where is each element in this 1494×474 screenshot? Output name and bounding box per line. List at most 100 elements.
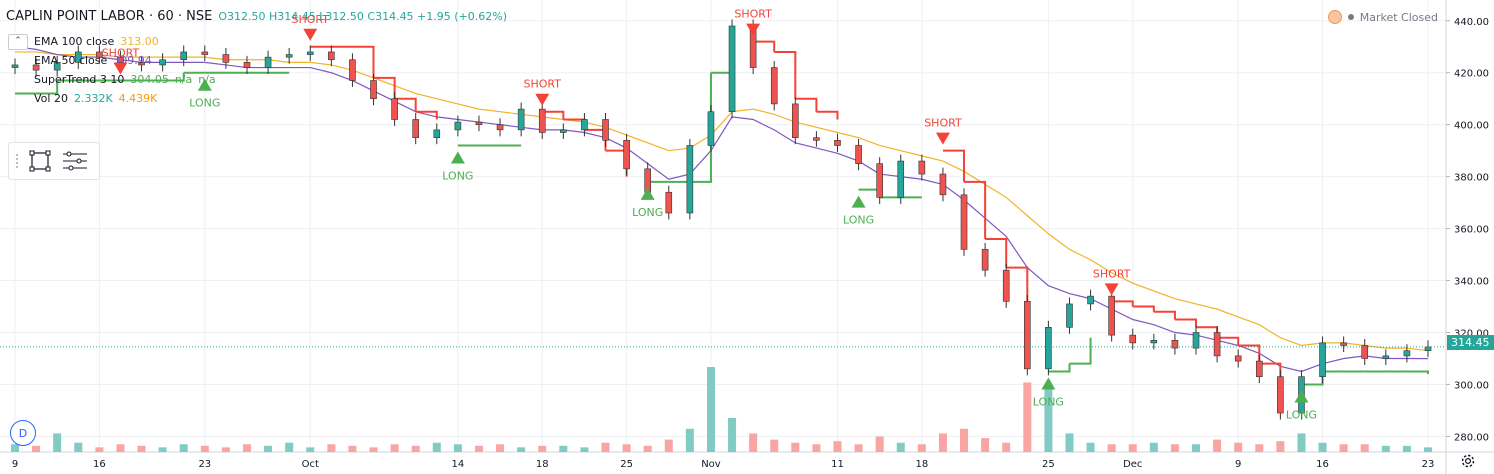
candle-body (1045, 327, 1052, 370)
candle-body (1403, 350, 1411, 357)
legend-ema50[interactable]: EMA 50 close 309.94 (8, 51, 216, 70)
candle-body (1361, 345, 1369, 359)
short-triangle (113, 62, 128, 75)
candle-body (328, 51, 335, 61)
candle-body (264, 56, 272, 68)
candle-body (581, 119, 588, 131)
volume-bar (960, 428, 969, 452)
volume-bar (981, 438, 990, 452)
candle-body (138, 62, 145, 66)
market-status-label: Market Closed (1359, 10, 1438, 24)
volume-bar (158, 447, 167, 452)
candle-body (707, 111, 715, 146)
candle-body (1424, 346, 1432, 351)
candle-body (159, 59, 166, 66)
ohlc-readout: O312.50 H314.45 L312.50 C314.45 +1.95 (+… (218, 10, 508, 23)
supertrend-segment (774, 50, 797, 99)
supertrend-line (15, 36, 1429, 386)
candle-body (560, 129, 567, 133)
volume-bar (1424, 447, 1432, 452)
symbol-title[interactable]: CAPLIN POINT LABOR · 60 · NSE (6, 9, 213, 24)
gear-icon[interactable] (1459, 452, 1477, 470)
time-tick-label: 14 (452, 459, 465, 470)
short-label: SHORT (1093, 267, 1131, 280)
supertrend-segment (1406, 370, 1429, 374)
volume-bar (1381, 445, 1390, 452)
legend-volume[interactable]: Vol 20 2.332K 4.439K (8, 89, 216, 108)
collapse-icon[interactable]: ⌃ (8, 33, 28, 50)
candle-body (939, 173, 947, 196)
volume-bar (1213, 439, 1222, 452)
legend-supertrend-value: 304.05 (130, 73, 169, 86)
volume-bar (1023, 382, 1032, 452)
volume-bar (1002, 442, 1011, 452)
volume-bar (264, 445, 273, 452)
price-tick-label: 420.00 (1454, 69, 1489, 80)
volume-bar (179, 444, 188, 452)
long-triangle (851, 195, 866, 208)
candle-body (517, 108, 525, 131)
time-tick-label: 23 (198, 459, 211, 470)
volume-bar (1065, 433, 1074, 452)
volume-bar (1128, 444, 1137, 452)
volume-bar (685, 428, 694, 452)
price-tick-label: 380.00 (1454, 173, 1489, 184)
volume-bar (1149, 442, 1158, 452)
candle-body (1129, 334, 1137, 344)
volume-bar (221, 447, 230, 452)
legend-volume-value: 2.332K (73, 92, 113, 105)
volume-bar (833, 441, 842, 452)
candle-body (686, 145, 694, 214)
supertrend-segment (1111, 300, 1134, 307)
candle-body (623, 139, 630, 170)
volume-bar (348, 445, 357, 452)
supertrend-segment (1217, 336, 1240, 346)
short-triangle (935, 132, 950, 145)
candle-body (1234, 355, 1242, 362)
candle-body (1382, 355, 1390, 359)
candle-body (876, 163, 883, 198)
time-axis[interactable]: 9 16 23 Oct 14 18 25 Nov 11 18 25 Dec 9 16 23 (12, 459, 1435, 470)
settings-lines-icon[interactable] (61, 150, 89, 172)
supertrend-segment (753, 40, 776, 52)
drag-handle-icon[interactable] (15, 153, 19, 169)
supertrend-segment (1069, 337, 1092, 365)
time-tick-label: 9 (12, 459, 18, 470)
candle-body (201, 51, 209, 55)
drawing-toolbox[interactable] (8, 142, 100, 180)
candle-body (285, 54, 293, 58)
volume-bar (896, 442, 905, 452)
rectangle-tool-icon[interactable] (29, 150, 51, 172)
volume-bar (369, 447, 378, 452)
volume-bar (496, 444, 505, 452)
long-triangle (450, 151, 465, 164)
last-price-badge: 314.45 (1447, 335, 1494, 350)
time-tick-label: 16 (1316, 459, 1329, 470)
supertrend-segment (942, 149, 966, 182)
legend-ema50-value: 309.94 (113, 54, 152, 67)
volume-bar (812, 444, 821, 452)
legend-supertrend[interactable]: SuperTrend 3 10 304.05 n/a n/a (8, 70, 216, 89)
candle-body (1171, 339, 1179, 349)
candle-body (306, 51, 314, 55)
price-tick-label: 300.00 (1454, 380, 1489, 391)
ema100-path (15, 51, 1429, 352)
supertrend-segment (415, 110, 438, 120)
volume-bar (1234, 442, 1243, 452)
volume-bar (622, 444, 631, 452)
candle-body (538, 108, 546, 133)
volume-bar (917, 444, 926, 452)
legend-ema100[interactable]: ⌃ EMA 100 close 313.00 (8, 32, 216, 51)
candle-body (243, 62, 251, 68)
supertrend-segment (1174, 318, 1198, 328)
candle-body (1277, 376, 1284, 414)
period-button[interactable]: D (10, 420, 36, 446)
short-label: SHORT (734, 8, 772, 21)
candle-body (1255, 360, 1263, 377)
ema100-line (15, 51, 1429, 352)
candle-body (813, 137, 820, 141)
volume-bar (1276, 441, 1285, 452)
price-axis[interactable]: 280.00 300.00 320.00 340.00 360.00 380.00 400.… (1446, 17, 1489, 444)
volume-bar (53, 433, 62, 452)
